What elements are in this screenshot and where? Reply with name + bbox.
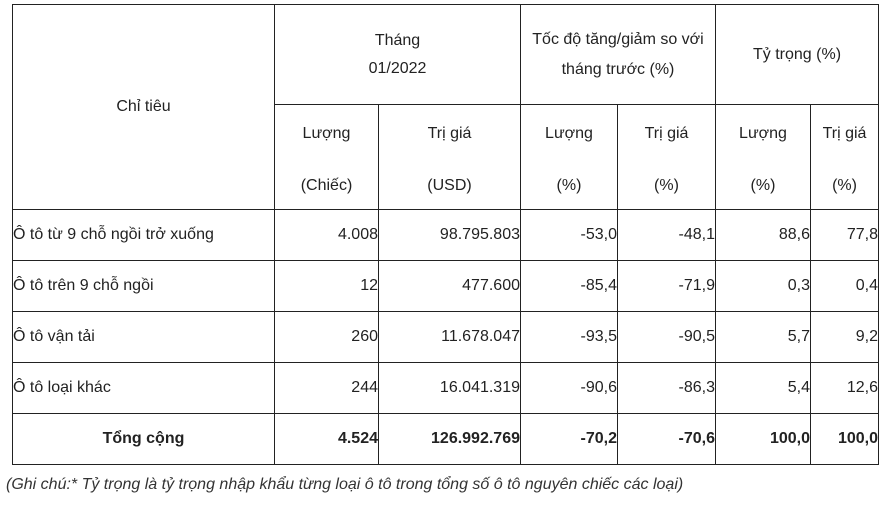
total-name: Tổng cộng	[12, 413, 275, 465]
subheader-qty-share-unit: (%)	[750, 177, 776, 194]
subheader-value-change-unit: (%)	[654, 177, 679, 194]
row-value: 16.041.319	[378, 362, 521, 414]
row-value-share: 0,4	[809, 260, 880, 312]
row-qty-share: 0,3	[715, 260, 811, 312]
row-name: Ô tô vận tải	[12, 311, 275, 363]
table-row: Ô tô trên 9 chỗ ngồi 12 477.600 -85,4 -7…	[12, 260, 880, 312]
row-name: Ô tô trên 9 chỗ ngồi	[12, 260, 275, 312]
row-qty: 12	[274, 260, 379, 312]
subheader-value-change-label: Trị giá	[644, 125, 689, 142]
header-change-line2: tháng trước (%)	[561, 60, 675, 78]
row-name: Ô tô loại khác	[12, 362, 275, 414]
total-row: Tổng cộng 4.524 126.992.769 -70,2 -70,6 …	[12, 413, 880, 465]
header-month-label: Tháng	[374, 31, 421, 49]
footnote: (Ghi chú:* Tỷ trọng là tỷ trọng nhập khẩ…	[6, 476, 684, 493]
subheader-value-change: Trị giá (%)	[617, 104, 716, 210]
row-value-change: -71,9	[617, 260, 716, 312]
header-month-value: 01/2022	[368, 59, 427, 77]
subheader-value: Trị giá (USD)	[378, 104, 521, 210]
header-indicator: Chỉ tiêu	[12, 4, 275, 210]
subheader-qty-change-label: Lượng	[545, 125, 593, 142]
row-value-share: 77,8	[809, 209, 880, 261]
row-qty-change: -85,4	[520, 260, 618, 312]
table-row: Ô tô loại khác 244 16.041.319 -90,6 -86,…	[12, 362, 880, 414]
total-value: 126.992.769	[378, 413, 521, 465]
subheader-qty-share: Lượng (%)	[715, 104, 811, 210]
row-qty-change: -53,0	[520, 209, 618, 261]
total-value-share: 100,0	[809, 413, 880, 465]
row-value: 11.678.047	[378, 311, 521, 363]
total-qty: 4.524	[274, 413, 379, 465]
row-value-share: 9,2	[809, 311, 880, 363]
subheader-qty: Lượng (Chiếc)	[274, 104, 379, 210]
subheader-qty-unit: (Chiếc)	[300, 177, 353, 194]
header-change: Tốc độ tăng/giảm so với tháng trước (%)	[520, 4, 716, 105]
row-value-change: -90,5	[617, 311, 716, 363]
row-value: 98.795.803	[378, 209, 521, 261]
table-row: Ô tô vận tải 260 11.678.047 -93,5 -90,5 …	[12, 311, 880, 363]
subheader-qty-change: Lượng (%)	[520, 104, 618, 210]
row-value-share: 12,6	[809, 362, 880, 414]
row-value-change: -48,1	[617, 209, 716, 261]
header-row-1: Chỉ tiêu Tháng 01/2022 Tốc độ tăng/giảm …	[12, 4, 880, 210]
subheader-value-share-label: Trị giá	[822, 125, 867, 142]
row-qty-change: -93,5	[520, 311, 618, 363]
header-row-2: Lượng (Chiếc) Trị giá (USD) Lượng (%) Tr…	[13, 104, 880, 210]
subheader-qty-change-unit: (%)	[556, 177, 582, 194]
subheader-qty-label: Lượng	[302, 125, 351, 142]
subheader-value-share-unit: (%)	[832, 177, 857, 194]
car-import-table: Chỉ tiêu Tháng 01/2022 Tốc độ tăng/giảm …	[12, 4, 880, 465]
subheader-qty-share-label: Lượng	[739, 125, 787, 142]
subheader-value-unit: (USD)	[427, 177, 472, 194]
header-change-line1: Tốc độ tăng/giảm so với	[532, 30, 704, 48]
row-value: 477.600	[378, 260, 521, 312]
row-qty: 244	[274, 362, 379, 414]
row-qty-share: 5,7	[715, 311, 811, 363]
row-qty: 4.008	[274, 209, 379, 261]
row-qty-share: 88,6	[715, 209, 811, 261]
header-share: Tỷ trọng (%)	[714, 4, 880, 105]
row-qty-share: 5,4	[715, 362, 811, 414]
row-value-change: -86,3	[617, 362, 716, 414]
subheader-value-share: Trị giá (%)	[809, 104, 880, 210]
total-qty-share: 100,0	[715, 413, 811, 465]
table-row: Ô tô từ 9 chỗ ngồi trở xuống 4.008 98.79…	[12, 209, 880, 261]
header-month: Tháng 01/2022	[274, 4, 521, 105]
row-qty: 260	[274, 311, 379, 363]
subheader-value-label: Trị giá	[427, 125, 472, 142]
row-qty-change: -90,6	[520, 362, 618, 414]
total-value-change: -70,6	[617, 413, 716, 465]
row-name: Ô tô từ 9 chỗ ngồi trở xuống	[12, 209, 275, 261]
total-qty-change: -70,2	[520, 413, 618, 465]
